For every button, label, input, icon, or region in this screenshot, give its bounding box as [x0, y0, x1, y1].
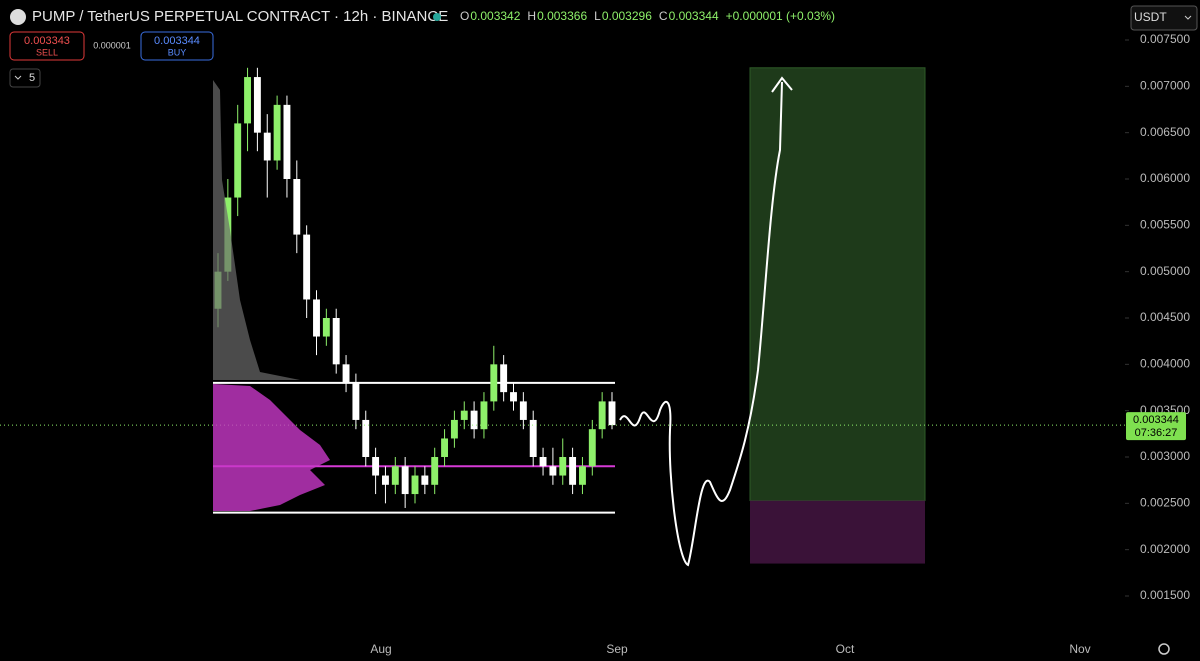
y-tick-label: 0.002500 — [1140, 496, 1190, 510]
candle-body — [431, 457, 439, 485]
y-tick-label: 0.003000 — [1140, 449, 1190, 463]
countdown: 07:36:27 — [1135, 427, 1178, 439]
profit-zone — [749, 67, 926, 502]
symbol-icon — [10, 9, 26, 25]
y-tick-label: 0.006000 — [1140, 171, 1190, 185]
ohlc-key: C — [659, 9, 668, 23]
loss-zone — [750, 500, 925, 564]
candle-body — [411, 475, 419, 495]
candle-body — [569, 457, 577, 485]
candle-body — [263, 132, 271, 161]
candle-body — [342, 364, 350, 383]
candle-body — [372, 457, 380, 476]
candle-body — [510, 392, 517, 402]
x-tick-label: Aug — [370, 642, 391, 656]
candle-body — [382, 475, 389, 485]
candle-body — [470, 410, 478, 430]
ohlc: O 0.003342 H 0.003366 L 0.003296 C 0.003344 +0.0… — [460, 9, 835, 23]
y-tick-label: 0.005500 — [1140, 218, 1190, 232]
sell-label[interactable]: SELL — [36, 47, 58, 57]
candle-body — [401, 466, 409, 495]
candle-body — [332, 318, 340, 365]
candle-body — [234, 123, 242, 198]
y-tick-label: 0.004000 — [1140, 357, 1190, 371]
candle-body — [303, 234, 311, 300]
ohlc-value: 0.003366 — [537, 9, 587, 23]
buy-price[interactable]: 0.003344 — [154, 35, 200, 47]
plot — [0, 67, 1125, 564]
candle-body — [519, 401, 527, 420]
spread: 0.000001 — [93, 40, 131, 50]
buy-label[interactable]: BUY — [168, 47, 187, 57]
y-tick-label: 0.007500 — [1140, 32, 1190, 46]
candle-body — [588, 429, 596, 467]
projection-path — [619, 76, 793, 567]
last-price: 0.003344 — [1133, 414, 1179, 426]
ohlc-change: +0.000001 (+0.03%) — [726, 9, 835, 23]
buy-button[interactable] — [140, 31, 214, 61]
y-tick-label: 0.006500 — [1140, 125, 1190, 139]
y-tick-label: 0.005000 — [1140, 264, 1190, 278]
candle-body — [283, 104, 291, 179]
x-tick-label: Oct — [836, 642, 855, 656]
currency[interactable]: USDT — [1134, 10, 1167, 24]
candle-body — [352, 382, 360, 420]
sell-button[interactable] — [9, 31, 85, 61]
candle-body — [559, 457, 567, 476]
candle-body — [460, 410, 468, 420]
y-tick-label: 0.007000 — [1140, 79, 1190, 93]
y-tick-label: 0.002000 — [1140, 542, 1190, 556]
ohlc-value: 0.003296 — [602, 9, 652, 23]
currency-select[interactable] — [1130, 5, 1198, 31]
ohlc-value: 0.003342 — [470, 9, 520, 23]
indicators-toggle[interactable] — [9, 68, 41, 88]
chevron — [14, 75, 22, 80]
candle-body — [539, 457, 547, 467]
symbol-title: PUMP / TetherUS PERPETUAL CONTRACT · 12h… — [32, 8, 448, 25]
settings-icon[interactable] — [1158, 643, 1170, 655]
y-tick-label: 0.004500 — [1140, 310, 1190, 324]
indicator-count[interactable]: 5 — [29, 72, 35, 84]
candle-body — [450, 419, 458, 439]
candle-body — [608, 401, 616, 426]
volume-profile-upper — [213, 80, 300, 380]
candle-body — [421, 475, 429, 485]
price-axis: 0.007500 0.007000 0.006500 0.006000 0.005500… — [370, 32, 1190, 656]
candle-body — [253, 77, 261, 133]
ohlc-key: H — [527, 9, 536, 23]
x-tick-label: Sep — [606, 642, 628, 656]
volume-profile — [213, 384, 330, 511]
candle-body — [549, 466, 557, 476]
candle-body — [490, 364, 498, 402]
chevron — [1184, 15, 1192, 20]
x-tick-label: Nov — [1069, 642, 1090, 656]
status-dot — [433, 13, 441, 21]
ohlc-key: O — [460, 9, 469, 23]
candle-body — [529, 419, 537, 457]
ohlc-key: L — [594, 9, 601, 23]
ohlc-value: 0.003344 — [669, 9, 719, 23]
candle-body — [293, 179, 301, 235]
candle-body — [391, 466, 399, 485]
candle-body — [244, 77, 251, 124]
candle-body — [598, 401, 606, 430]
candle-body — [313, 299, 320, 337]
candle-body — [579, 466, 586, 485]
y-tick-label: 0.001500 — [1140, 588, 1190, 602]
candle-body — [322, 318, 330, 337]
sell-price[interactable]: 0.003343 — [24, 35, 70, 47]
candle-body — [500, 364, 508, 393]
last-price-tag — [1126, 412, 1186, 441]
candle-body — [273, 104, 281, 161]
candle-body — [480, 401, 488, 430]
candle-body — [441, 438, 448, 457]
candle-body — [362, 419, 370, 457]
